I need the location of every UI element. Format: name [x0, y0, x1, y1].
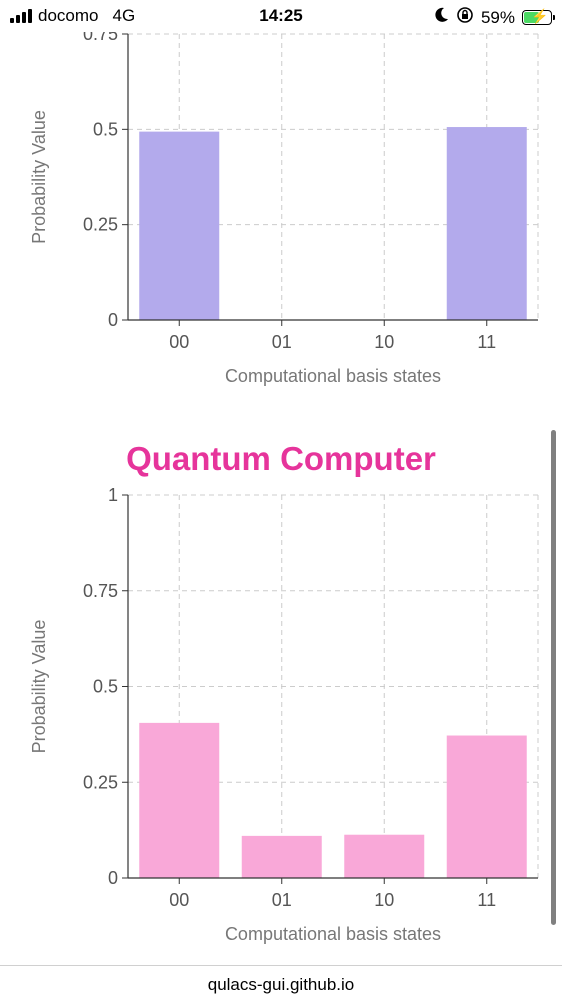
- y-tick-label: 0: [108, 868, 118, 888]
- carrier-label: docomo: [38, 6, 99, 25]
- page-scrollbar[interactable]: [551, 430, 556, 925]
- y-tick-label: 1: [108, 485, 118, 505]
- x-axis-label: Computational basis states: [225, 924, 441, 944]
- battery-percent: 59%: [480, 7, 515, 27]
- x-tick-label: 11: [477, 890, 496, 910]
- orientation-lock-icon: [456, 6, 474, 29]
- y-axis-label: Probability Value: [29, 620, 49, 754]
- bar-11: [446, 127, 527, 320]
- x-tick-label: 10: [374, 890, 394, 910]
- url-text: qulacs-gui.github.io: [207, 975, 355, 994]
- battery-charging-icon: ⚡: [522, 8, 555, 25]
- charging-bolt-icon: ⚡: [531, 8, 549, 24]
- y-tick-label: 0.5: [93, 677, 118, 697]
- status-bar: docomo 4G 14:25 59% ⚡: [0, 0, 562, 32]
- x-axis-label: Computational basis states: [225, 366, 441, 386]
- y-tick-label: 0.25: [83, 772, 118, 792]
- status-right: 59% ⚡: [435, 6, 555, 29]
- y-axis-label: Probability Value: [29, 110, 49, 244]
- chart-title: Quantum Computer: [126, 440, 436, 477]
- battery-level-fill: [524, 12, 539, 23]
- moon-icon: [435, 7, 449, 28]
- network-label: 4G: [112, 6, 136, 25]
- bar-00: [139, 131, 220, 320]
- y-tick-label: 0: [108, 310, 118, 330]
- bar-11: [446, 735, 527, 878]
- y-tick-label: 0.25: [83, 215, 118, 235]
- bar-01: [241, 835, 322, 878]
- x-tick-label: 01: [272, 890, 292, 910]
- x-tick-label: 00: [169, 332, 189, 352]
- x-tick-label: 01: [272, 332, 292, 352]
- browser-url-bar[interactable]: qulacs-gui.github.io: [0, 965, 562, 1000]
- x-tick-label: 11: [477, 332, 496, 352]
- status-left: docomo 4G: [10, 6, 135, 26]
- x-tick-label: 00: [169, 890, 189, 910]
- bar-00: [139, 722, 220, 878]
- bar-10: [344, 834, 425, 878]
- y-tick-label: 0.5: [93, 119, 118, 139]
- x-tick-label: 10: [374, 332, 394, 352]
- y-tick-label: 0.75: [83, 581, 118, 601]
- clock: 14:25: [259, 6, 303, 25]
- signal-icon: [10, 9, 32, 23]
